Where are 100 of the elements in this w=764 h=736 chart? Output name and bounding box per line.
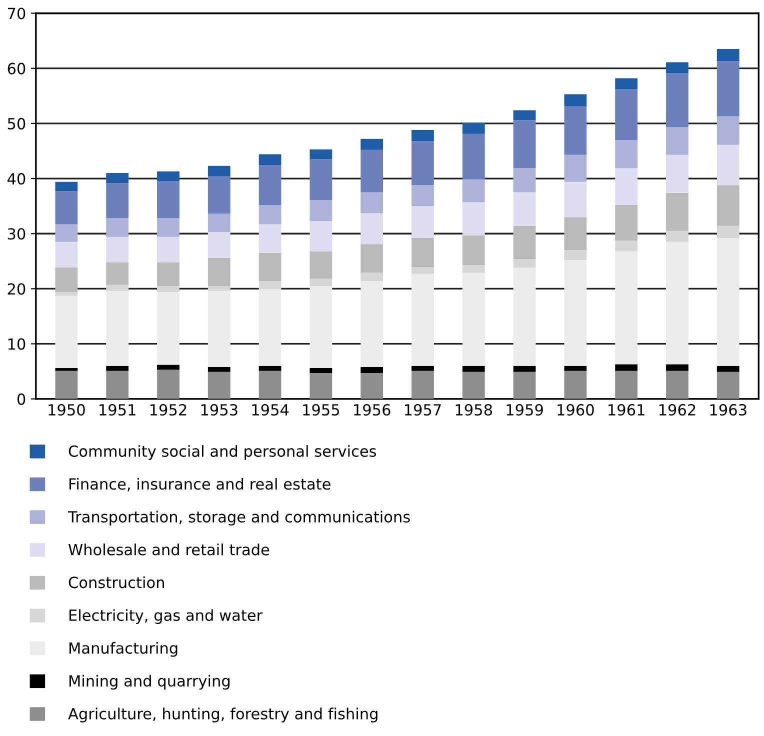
bar <box>564 370 587 399</box>
bar <box>462 202 485 236</box>
bar <box>412 141 434 186</box>
bar <box>258 288 282 366</box>
bar <box>412 130 434 142</box>
y-tick-label: 30 <box>8 228 26 240</box>
bar <box>258 281 282 288</box>
y-tick-label: 40 <box>7 173 26 185</box>
bar <box>666 127 688 155</box>
y-tick-label: 60 <box>8 62 26 74</box>
bar <box>157 171 180 182</box>
bar <box>310 251 332 279</box>
bar <box>157 218 180 237</box>
bar <box>157 364 180 370</box>
x-tick-label: 1954 <box>252 404 289 416</box>
bar <box>310 149 332 160</box>
bar <box>716 366 740 372</box>
bar <box>666 230 688 242</box>
bar <box>564 250 587 260</box>
bar <box>360 138 384 150</box>
bar <box>360 272 384 282</box>
bar <box>513 168 536 192</box>
bar <box>412 366 434 371</box>
bar <box>55 224 78 242</box>
bar <box>412 370 434 399</box>
bar <box>55 370 78 399</box>
bar <box>462 134 485 180</box>
bar <box>462 372 485 399</box>
bar <box>55 296 78 368</box>
x-tick-label: 1962 <box>659 404 696 416</box>
bar <box>462 265 485 273</box>
y-tick-label: 20 <box>8 283 26 295</box>
bar <box>615 370 638 399</box>
bar <box>55 267 78 292</box>
bar <box>462 235 485 266</box>
bar <box>716 116 740 145</box>
bar <box>666 364 688 371</box>
legend-label: Finance, insurance and real estate <box>69 478 330 492</box>
bar <box>208 290 230 367</box>
bar <box>157 181 180 218</box>
bar <box>666 192 688 231</box>
bar <box>106 370 129 399</box>
bar <box>106 366 129 371</box>
bar <box>310 200 332 221</box>
bar <box>615 78 638 90</box>
bar <box>208 214 230 232</box>
bar <box>360 244 384 273</box>
legend-label: Transportation, storage and communications <box>68 510 410 526</box>
bar <box>360 150 384 192</box>
bar <box>666 154 688 193</box>
bar <box>360 281 384 367</box>
x-tick-label: 1955 <box>303 404 340 416</box>
bar <box>55 191 78 224</box>
legend-label: Mining and quarrying <box>69 674 230 690</box>
bar <box>564 106 587 155</box>
bar <box>208 372 230 399</box>
x-tick-label: 1958 <box>456 404 492 416</box>
x-tick-label: 1950 <box>48 404 85 416</box>
y-tick-label: 0 <box>17 393 26 405</box>
bar <box>157 292 180 365</box>
bar <box>208 166 230 176</box>
bar <box>513 366 536 372</box>
bar <box>55 242 78 268</box>
bar <box>716 49 740 62</box>
bar <box>564 260 587 366</box>
bar <box>513 372 536 399</box>
bar <box>258 370 282 399</box>
bar <box>462 122 485 134</box>
bar <box>157 236 180 262</box>
x-tick-label: 1959 <box>506 404 543 416</box>
bar <box>615 240 638 252</box>
bar <box>716 226 740 238</box>
bar <box>55 182 78 192</box>
x-tick-label: 1960 <box>558 404 594 416</box>
legend-label: Construction <box>68 576 164 588</box>
bar <box>310 159 332 200</box>
bar <box>310 373 332 399</box>
bar <box>208 258 230 286</box>
legend-label: Wholesale and retail trade <box>68 544 270 556</box>
bar <box>310 286 332 368</box>
bar <box>258 154 282 166</box>
bar <box>716 185 740 226</box>
legend-label: Manufacturing <box>69 642 178 657</box>
x-tick-label: 1957 <box>404 404 441 416</box>
bar <box>564 154 587 182</box>
bar <box>55 368 78 371</box>
bar <box>55 292 78 296</box>
bar <box>615 364 638 371</box>
bar <box>412 274 434 366</box>
x-tick-label: 1953 <box>201 404 238 416</box>
x-tick-label: 1952 <box>150 404 186 416</box>
bar <box>360 192 384 214</box>
bar <box>666 370 688 399</box>
bar <box>513 268 536 366</box>
x-tick-label: 1956 <box>354 404 390 416</box>
bar <box>360 373 384 399</box>
y-tick-label: 70 <box>8 8 26 20</box>
bar <box>666 73 688 128</box>
bar <box>412 185 434 206</box>
bar <box>258 165 282 205</box>
